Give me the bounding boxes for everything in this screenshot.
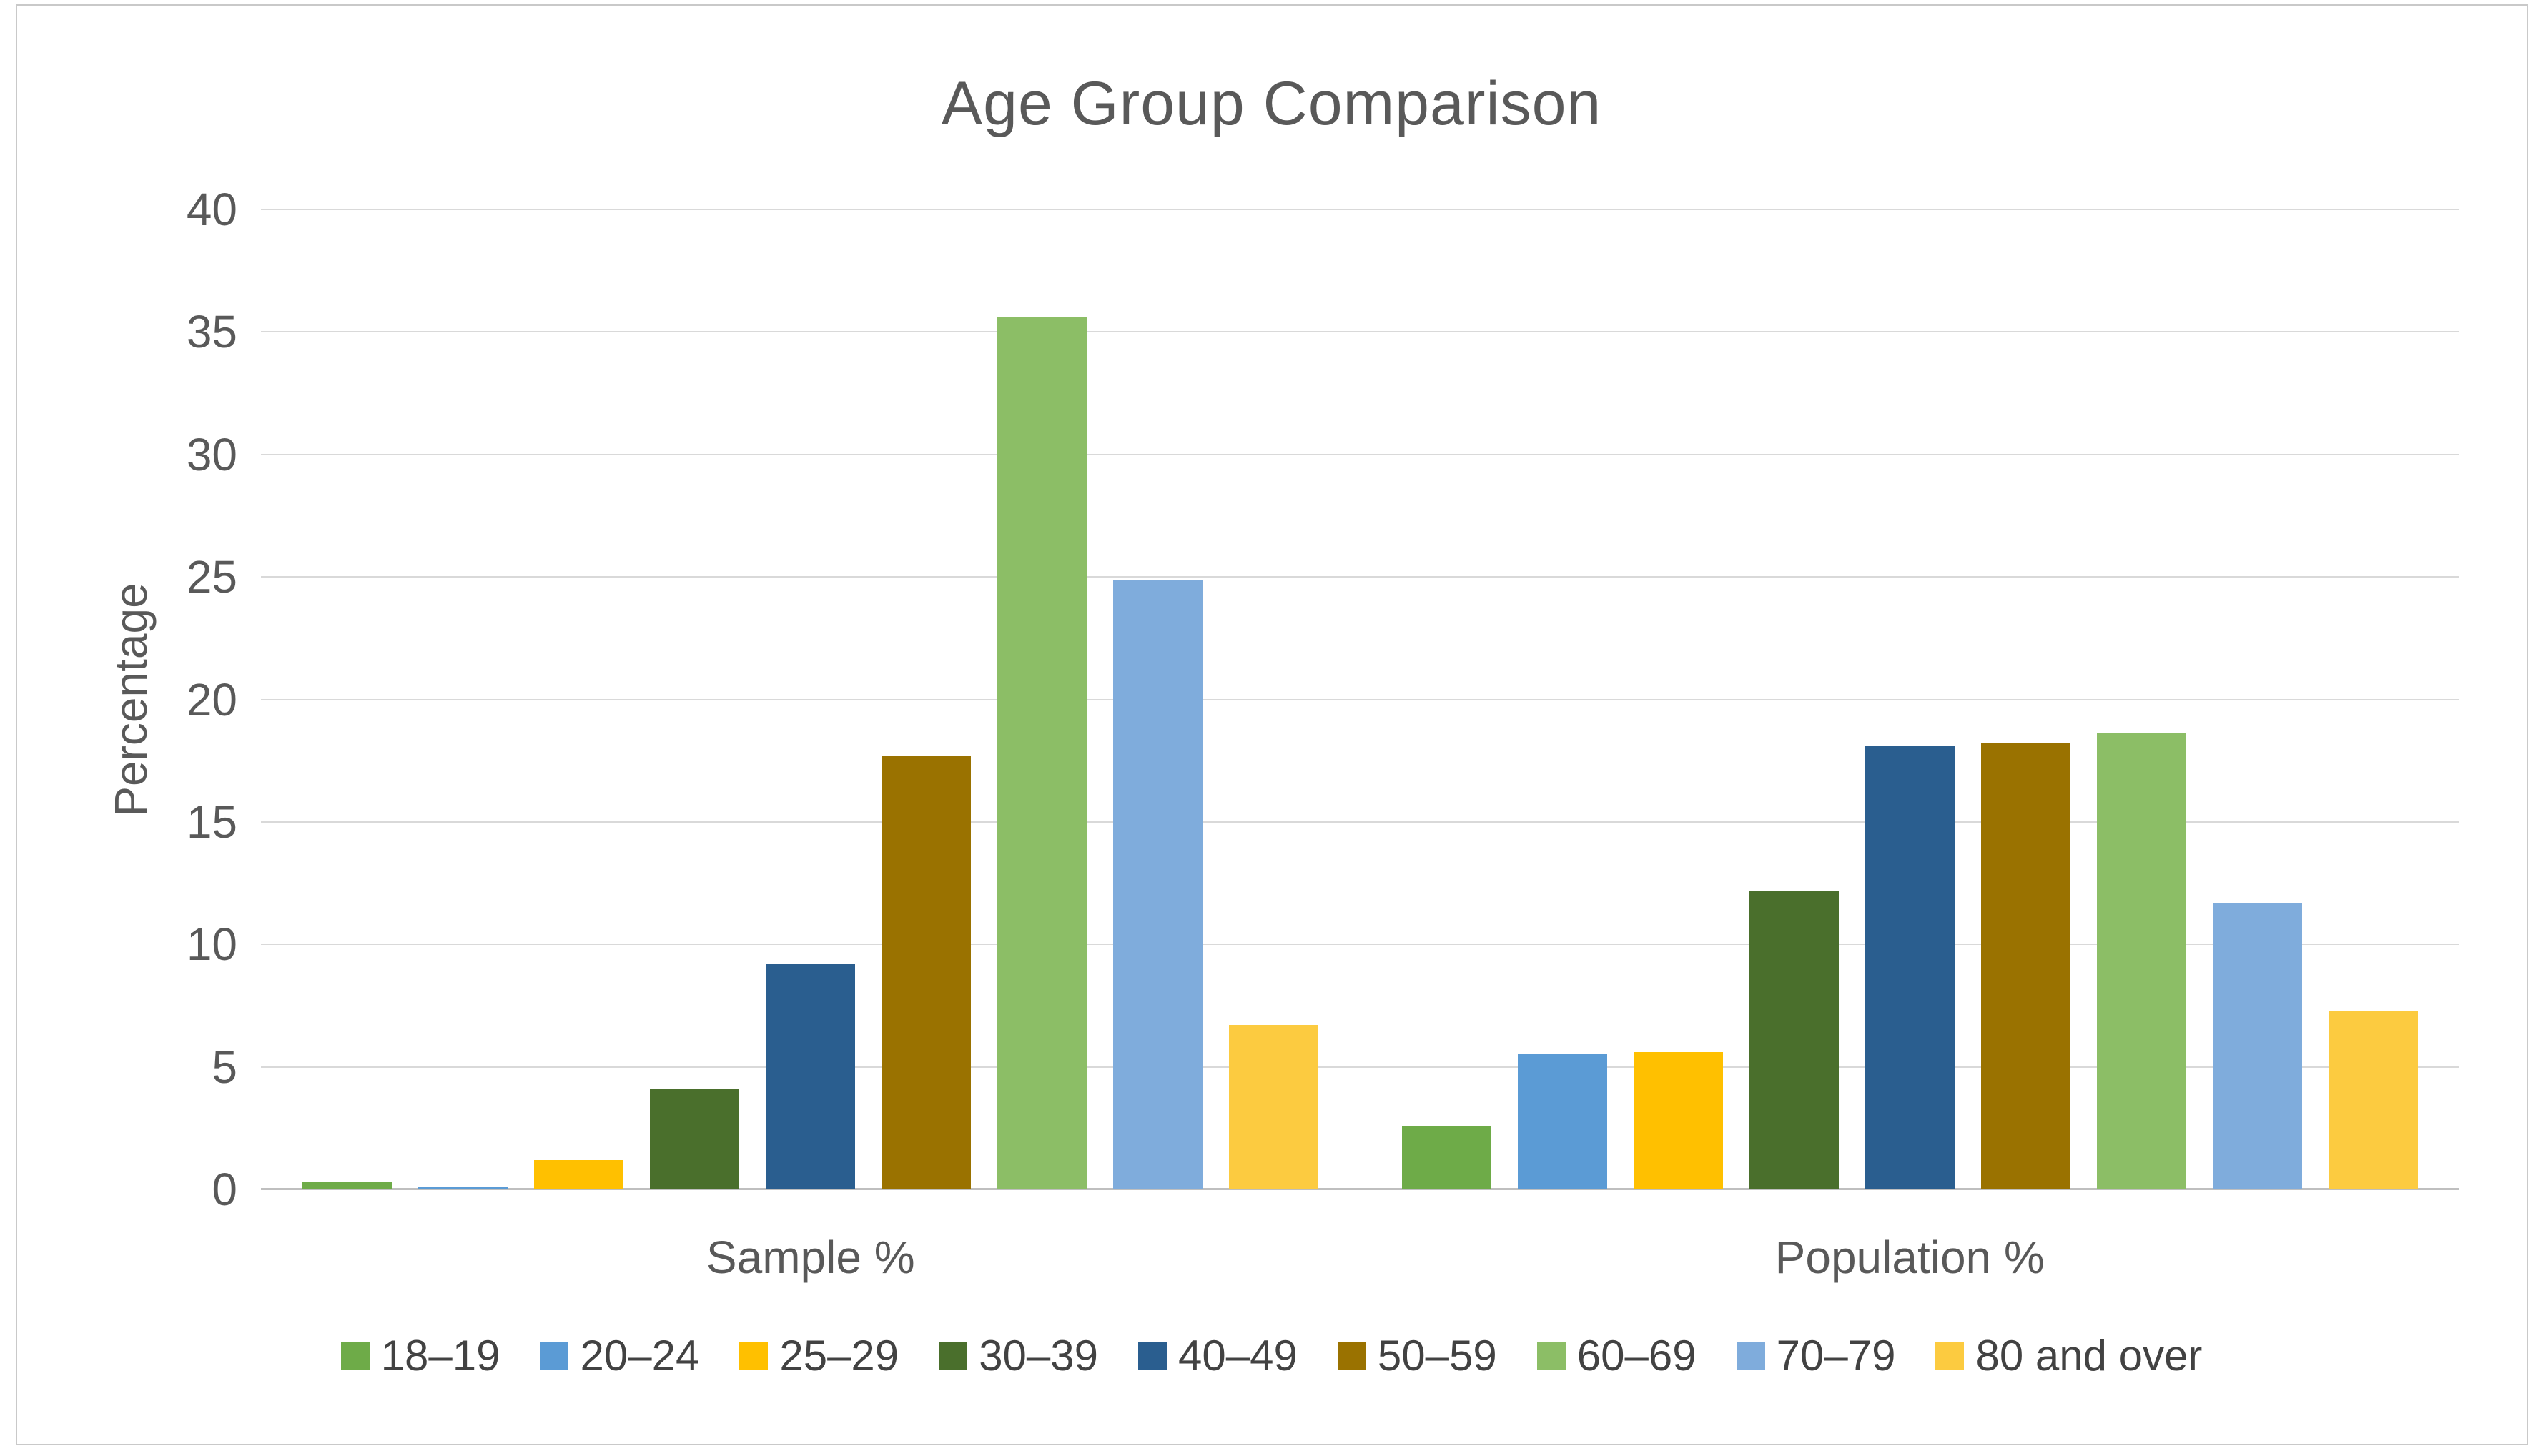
y-tick-label-15: 15 [186,796,237,848]
category-label-sample: Sample % [706,1232,915,1283]
legend-swatch-icon [1138,1341,1167,1370]
legend-item-80-and-over: 80 and over [1935,1331,2202,1380]
legend-label: 25–29 [779,1332,899,1380]
gridline-15 [261,821,2459,823]
legend-item-70–79: 70–79 [1736,1331,1896,1380]
legend-label: 20–24 [580,1332,700,1380]
category-group-population [1361,209,2460,1189]
legend-item-60–69: 60–69 [1536,1331,1697,1380]
gridline-30 [261,453,2459,455]
bar-20–24-Population-% [1517,1054,1607,1189]
legend-item-30–39: 30–39 [939,1331,1098,1380]
bar-60–69-Sample-% [997,317,1087,1189]
gridline-40 [261,209,2459,210]
category-group-sample [261,209,1361,1189]
bar-30–39-Population-% [1749,891,1839,1189]
legend-swatch-icon [1337,1341,1366,1370]
gridline-5 [261,1066,2459,1068]
bar-80-and-over-Population-% [2328,1011,2418,1189]
bar-25–29-Population-% [1633,1052,1723,1189]
plot-area [261,209,2460,1190]
legend-label: 80 and over [1975,1332,2203,1380]
x-axis-line [261,1188,2459,1190]
legend-label: 40–49 [1178,1332,1298,1380]
y-tick-label-5: 5 [212,1041,237,1093]
y-tick-label-10: 10 [186,918,237,971]
bar-25–29-Sample-% [534,1160,624,1189]
bar-80-and-over-Sample-% [1229,1025,1319,1189]
bar-70–79-Sample-% [1113,580,1203,1189]
bar-18–19-Sample-% [302,1182,392,1189]
legend-label: 50–59 [1377,1332,1497,1380]
bar-18–19-Population-% [1401,1126,1491,1189]
legend-swatch-icon [1536,1341,1566,1370]
bar-50–59-Sample-% [882,756,972,1189]
legend: 18–19 20–24 25–29 30–39 40–49 50–59 60–69 70–79… [0,1331,2543,1380]
y-tick-label-30: 30 [186,428,237,480]
y-tick-label-0: 0 [212,1164,237,1215]
gridline-25 [261,576,2459,578]
gridline-10 [261,944,2459,946]
bar-50–59-Population-% [1980,743,2070,1189]
bar-60–69-Population-% [2096,733,2186,1189]
legend-item-20–24: 20–24 [540,1331,699,1380]
chart-title: Age Group Comparison [941,69,1602,138]
legend-label: 18–19 [380,1332,500,1380]
gridline-35 [261,331,2459,333]
legend-swatch-icon [340,1341,370,1370]
bar-20–24-Sample-% [418,1187,508,1189]
legend-item-50–59: 50–59 [1337,1331,1497,1380]
category-label-population: Population % [1774,1232,2045,1283]
legend-swatch-icon [1935,1341,1965,1370]
gridline-20 [261,698,2459,700]
legend-item-18–19: 18–19 [340,1331,500,1380]
y-tick-label-40: 40 [186,184,237,235]
bar-30–39-Sample-% [650,1089,740,1189]
legend-swatch-icon [939,1341,968,1370]
bar-70–79-Population-% [2212,903,2302,1189]
y-tick-label-20: 20 [186,673,237,725]
legend-swatch-icon [1736,1341,1765,1370]
x-axis-category-labels: Sample % Population % [261,1231,2459,1284]
legend-label: 30–39 [979,1332,1099,1380]
legend-label: 60–69 [1576,1332,1697,1380]
legend-item-25–29: 25–29 [739,1331,899,1380]
figure-border [16,4,2528,1445]
y-tick-label-35: 35 [186,306,237,358]
legend-swatch-icon [739,1341,769,1370]
bar-40–49-Population-% [1865,746,1955,1189]
legend-swatch-icon [540,1341,569,1370]
y-tick-label-25: 25 [186,551,237,603]
legend-label: 70–79 [1776,1332,1896,1380]
bar-40–49-Sample-% [766,964,856,1189]
legend-item-40–49: 40–49 [1138,1331,1298,1380]
